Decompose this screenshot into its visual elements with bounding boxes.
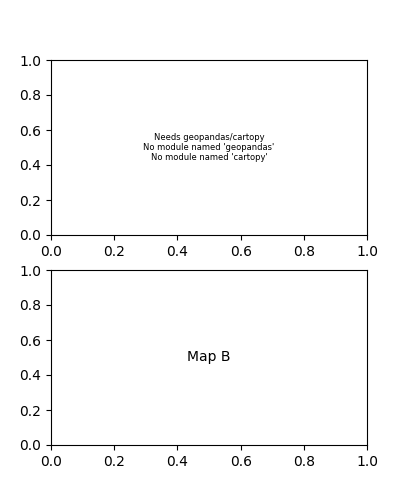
Text: Needs geopandas/cartopy
No module named 'geopandas'
No module named 'cartopy': Needs geopandas/cartopy No module named … — [144, 132, 275, 162]
Text: Map B: Map B — [187, 350, 231, 364]
